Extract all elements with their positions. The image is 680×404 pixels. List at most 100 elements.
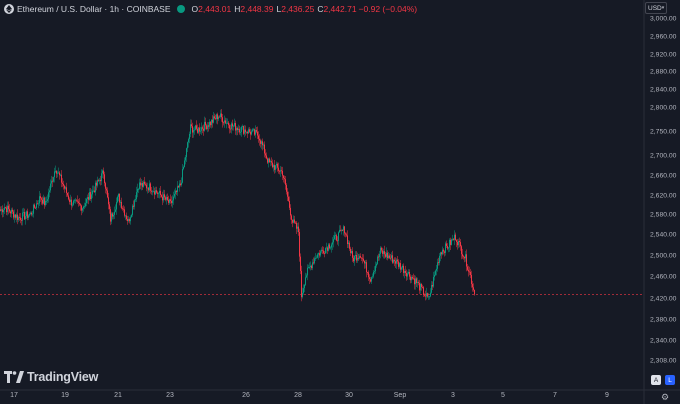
candle-body [116, 202, 117, 210]
candle-body [417, 282, 418, 284]
candle-body [192, 126, 193, 133]
candle-body [323, 250, 324, 254]
candle-body [213, 116, 214, 123]
candle-body [335, 235, 336, 237]
candle-body [164, 194, 165, 198]
candle-body [325, 248, 326, 254]
candle-body [88, 197, 89, 200]
currency-selector[interactable]: USD ▾ [645, 2, 667, 14]
candle-body [209, 121, 210, 127]
candle-body [35, 207, 36, 209]
candle-body [151, 190, 152, 192]
candle-body [406, 272, 407, 277]
candle-body [202, 127, 203, 129]
candle-body [261, 141, 262, 144]
candle-body [15, 214, 16, 218]
candle-body [170, 199, 171, 201]
candle-body [63, 183, 64, 186]
candle-body [433, 276, 434, 287]
candle-body [4, 207, 5, 211]
candle-body [23, 212, 24, 213]
candle-body [403, 265, 404, 273]
auto-scale-button[interactable]: A [651, 375, 661, 385]
candle-body [474, 289, 475, 295]
tradingview-logo[interactable]: TradingView [4, 369, 98, 385]
candle-body [102, 170, 103, 174]
candle-body [149, 183, 150, 191]
candle-body [402, 265, 403, 268]
candle-body [269, 158, 270, 162]
candle-body [226, 122, 227, 124]
candle-body [52, 180, 53, 182]
price-tick-label: 2,700.00 [650, 152, 677, 160]
candle-body [388, 255, 389, 259]
candle-body [320, 251, 321, 256]
candle-body [256, 130, 257, 132]
log-scale-button[interactable]: L [665, 375, 675, 385]
candle-body [414, 278, 415, 285]
candle-body [381, 247, 382, 251]
candle-body [368, 272, 369, 278]
candle-body [94, 190, 95, 193]
time-tick-label: 17 [10, 392, 18, 399]
candle-body [92, 190, 93, 195]
candle-body [291, 215, 292, 220]
candle-body [108, 197, 109, 205]
candle-body [19, 217, 20, 218]
candle-body [396, 259, 397, 264]
time-axis[interactable]: 17 19 21 23 26 28 30 Sep 3 5 7 9 [0, 390, 644, 404]
candle-body [255, 130, 256, 135]
candle-body [426, 293, 427, 297]
candle-body [411, 277, 412, 281]
candle-body [375, 265, 376, 272]
candle-body [191, 124, 192, 127]
candle-body [393, 259, 394, 263]
candle-body [443, 249, 444, 252]
candle-body [425, 295, 426, 297]
symbol-title[interactable]: Ethereum / U.S. Dollar · 1h · COINBASE [17, 4, 171, 14]
candle-body [289, 200, 290, 208]
candle-body [364, 260, 365, 264]
candle-body [457, 241, 458, 246]
market-status-icon[interactable] [176, 5, 185, 13]
candle-body [41, 198, 42, 200]
candle-body [2, 209, 3, 213]
candle-body [229, 125, 230, 129]
candle-body [17, 214, 18, 220]
price-tick-label: 2,920.00 [650, 51, 677, 59]
candle-body [432, 285, 433, 287]
candle-body [16, 214, 17, 218]
candle-body [318, 253, 319, 255]
price-tick-label: 2,880.00 [650, 68, 677, 76]
candle-body [254, 129, 255, 135]
candle-body [158, 193, 159, 195]
candle-body [190, 124, 191, 134]
candle-body [445, 243, 446, 253]
candle-body [391, 255, 392, 259]
candle-body [82, 208, 83, 211]
candle-body [30, 212, 31, 215]
candle-body [206, 125, 207, 130]
price-axis[interactable]: 3,000.00 2,960.00 2,920.00 2,880.00 2,840.00… [644, 0, 680, 390]
candle-body [79, 202, 80, 205]
candle-body [39, 196, 40, 204]
candle-body [276, 163, 277, 166]
candle-body [97, 180, 98, 186]
close-label: C [317, 4, 324, 14]
candle-body [279, 170, 280, 172]
candle-body [181, 182, 182, 186]
candle-body [240, 131, 241, 133]
candle-body [5, 207, 6, 209]
candle-body [352, 250, 353, 258]
candle-body [305, 277, 306, 285]
candle-body [49, 190, 50, 193]
candle-body [122, 208, 123, 210]
candle-body [78, 201, 79, 203]
candle-body [73, 200, 74, 205]
candle-body [104, 174, 105, 184]
candle-body [66, 187, 67, 194]
candle-body [46, 200, 47, 202]
candle-body [186, 148, 187, 158]
settings-icon[interactable]: ⚙ [660, 391, 670, 402]
